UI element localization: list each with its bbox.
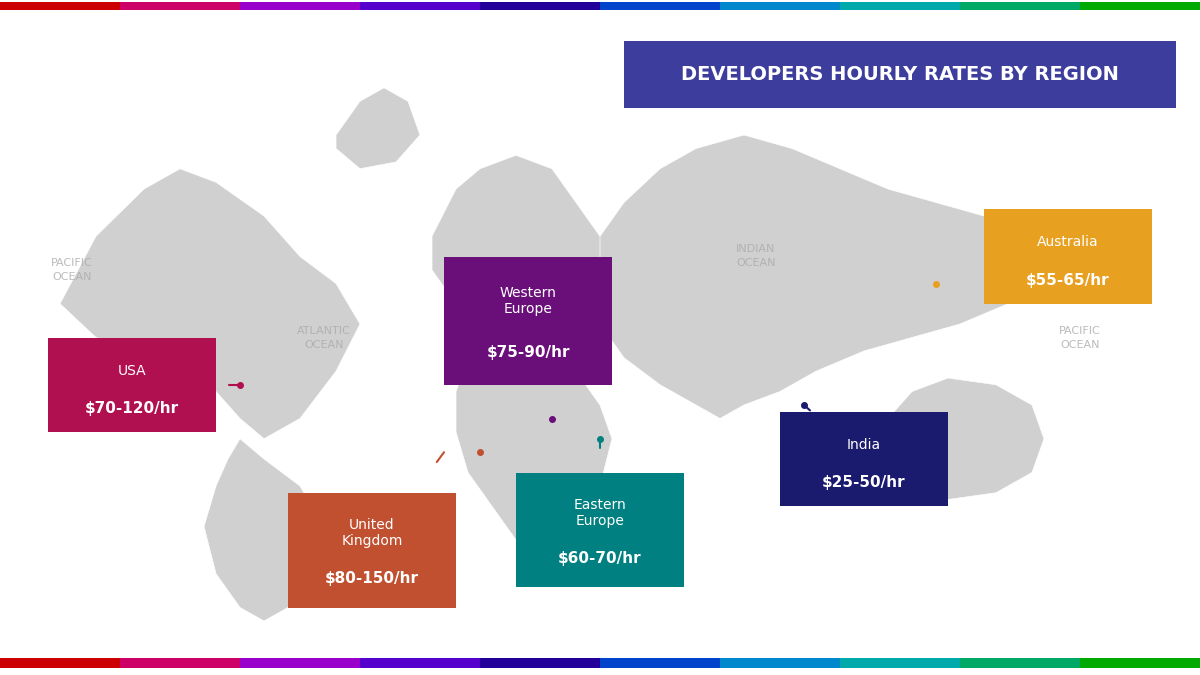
FancyBboxPatch shape (0, 658, 120, 668)
FancyBboxPatch shape (624, 40, 1176, 108)
FancyBboxPatch shape (1080, 2, 1200, 10)
FancyBboxPatch shape (480, 658, 600, 668)
Text: United
Kingdom: United Kingdom (341, 518, 403, 548)
Text: $70-120/hr: $70-120/hr (85, 401, 179, 416)
Text: PACIFIC
OCEAN: PACIFIC OCEAN (1060, 325, 1100, 350)
Text: $25-50/hr: $25-50/hr (822, 475, 906, 490)
Text: PACIFIC
OCEAN: PACIFIC OCEAN (52, 258, 92, 282)
FancyBboxPatch shape (600, 2, 720, 10)
FancyBboxPatch shape (840, 2, 960, 10)
Text: $55-65/hr: $55-65/hr (1026, 273, 1110, 288)
Text: Australia: Australia (1037, 236, 1099, 249)
FancyBboxPatch shape (720, 658, 840, 668)
FancyBboxPatch shape (516, 472, 684, 587)
Text: $80-150/hr: $80-150/hr (325, 571, 419, 587)
FancyBboxPatch shape (720, 2, 840, 10)
FancyBboxPatch shape (960, 2, 1080, 10)
Text: USA: USA (118, 364, 146, 377)
Polygon shape (336, 88, 420, 169)
Polygon shape (456, 324, 612, 554)
Text: India: India (847, 438, 881, 452)
Text: ATLANTIC
OCEAN: ATLANTIC OCEAN (298, 325, 350, 350)
Text: Western
Europe: Western Europe (499, 286, 557, 317)
FancyBboxPatch shape (0, 2, 120, 10)
Polygon shape (204, 439, 324, 621)
Text: DEVELOPERS HOURLY RATES BY REGION: DEVELOPERS HOURLY RATES BY REGION (682, 65, 1118, 84)
FancyBboxPatch shape (360, 658, 480, 668)
FancyBboxPatch shape (360, 2, 480, 10)
FancyBboxPatch shape (240, 2, 360, 10)
Polygon shape (432, 155, 624, 338)
Polygon shape (60, 169, 360, 439)
FancyBboxPatch shape (240, 658, 360, 668)
Text: $60-70/hr: $60-70/hr (558, 551, 642, 566)
Polygon shape (888, 378, 1044, 500)
FancyBboxPatch shape (444, 256, 612, 385)
FancyBboxPatch shape (600, 658, 720, 668)
FancyBboxPatch shape (960, 658, 1080, 668)
Text: $75-90/hr: $75-90/hr (486, 345, 570, 360)
FancyBboxPatch shape (120, 2, 240, 10)
FancyBboxPatch shape (780, 412, 948, 506)
FancyBboxPatch shape (840, 658, 960, 668)
Polygon shape (600, 135, 1032, 418)
Text: INDIAN
OCEAN: INDIAN OCEAN (737, 244, 775, 269)
Text: Eastern
Europe: Eastern Europe (574, 497, 626, 528)
FancyBboxPatch shape (48, 338, 216, 432)
FancyBboxPatch shape (984, 209, 1152, 304)
FancyBboxPatch shape (1080, 658, 1200, 668)
FancyBboxPatch shape (480, 2, 600, 10)
FancyBboxPatch shape (120, 658, 240, 668)
FancyBboxPatch shape (288, 493, 456, 608)
